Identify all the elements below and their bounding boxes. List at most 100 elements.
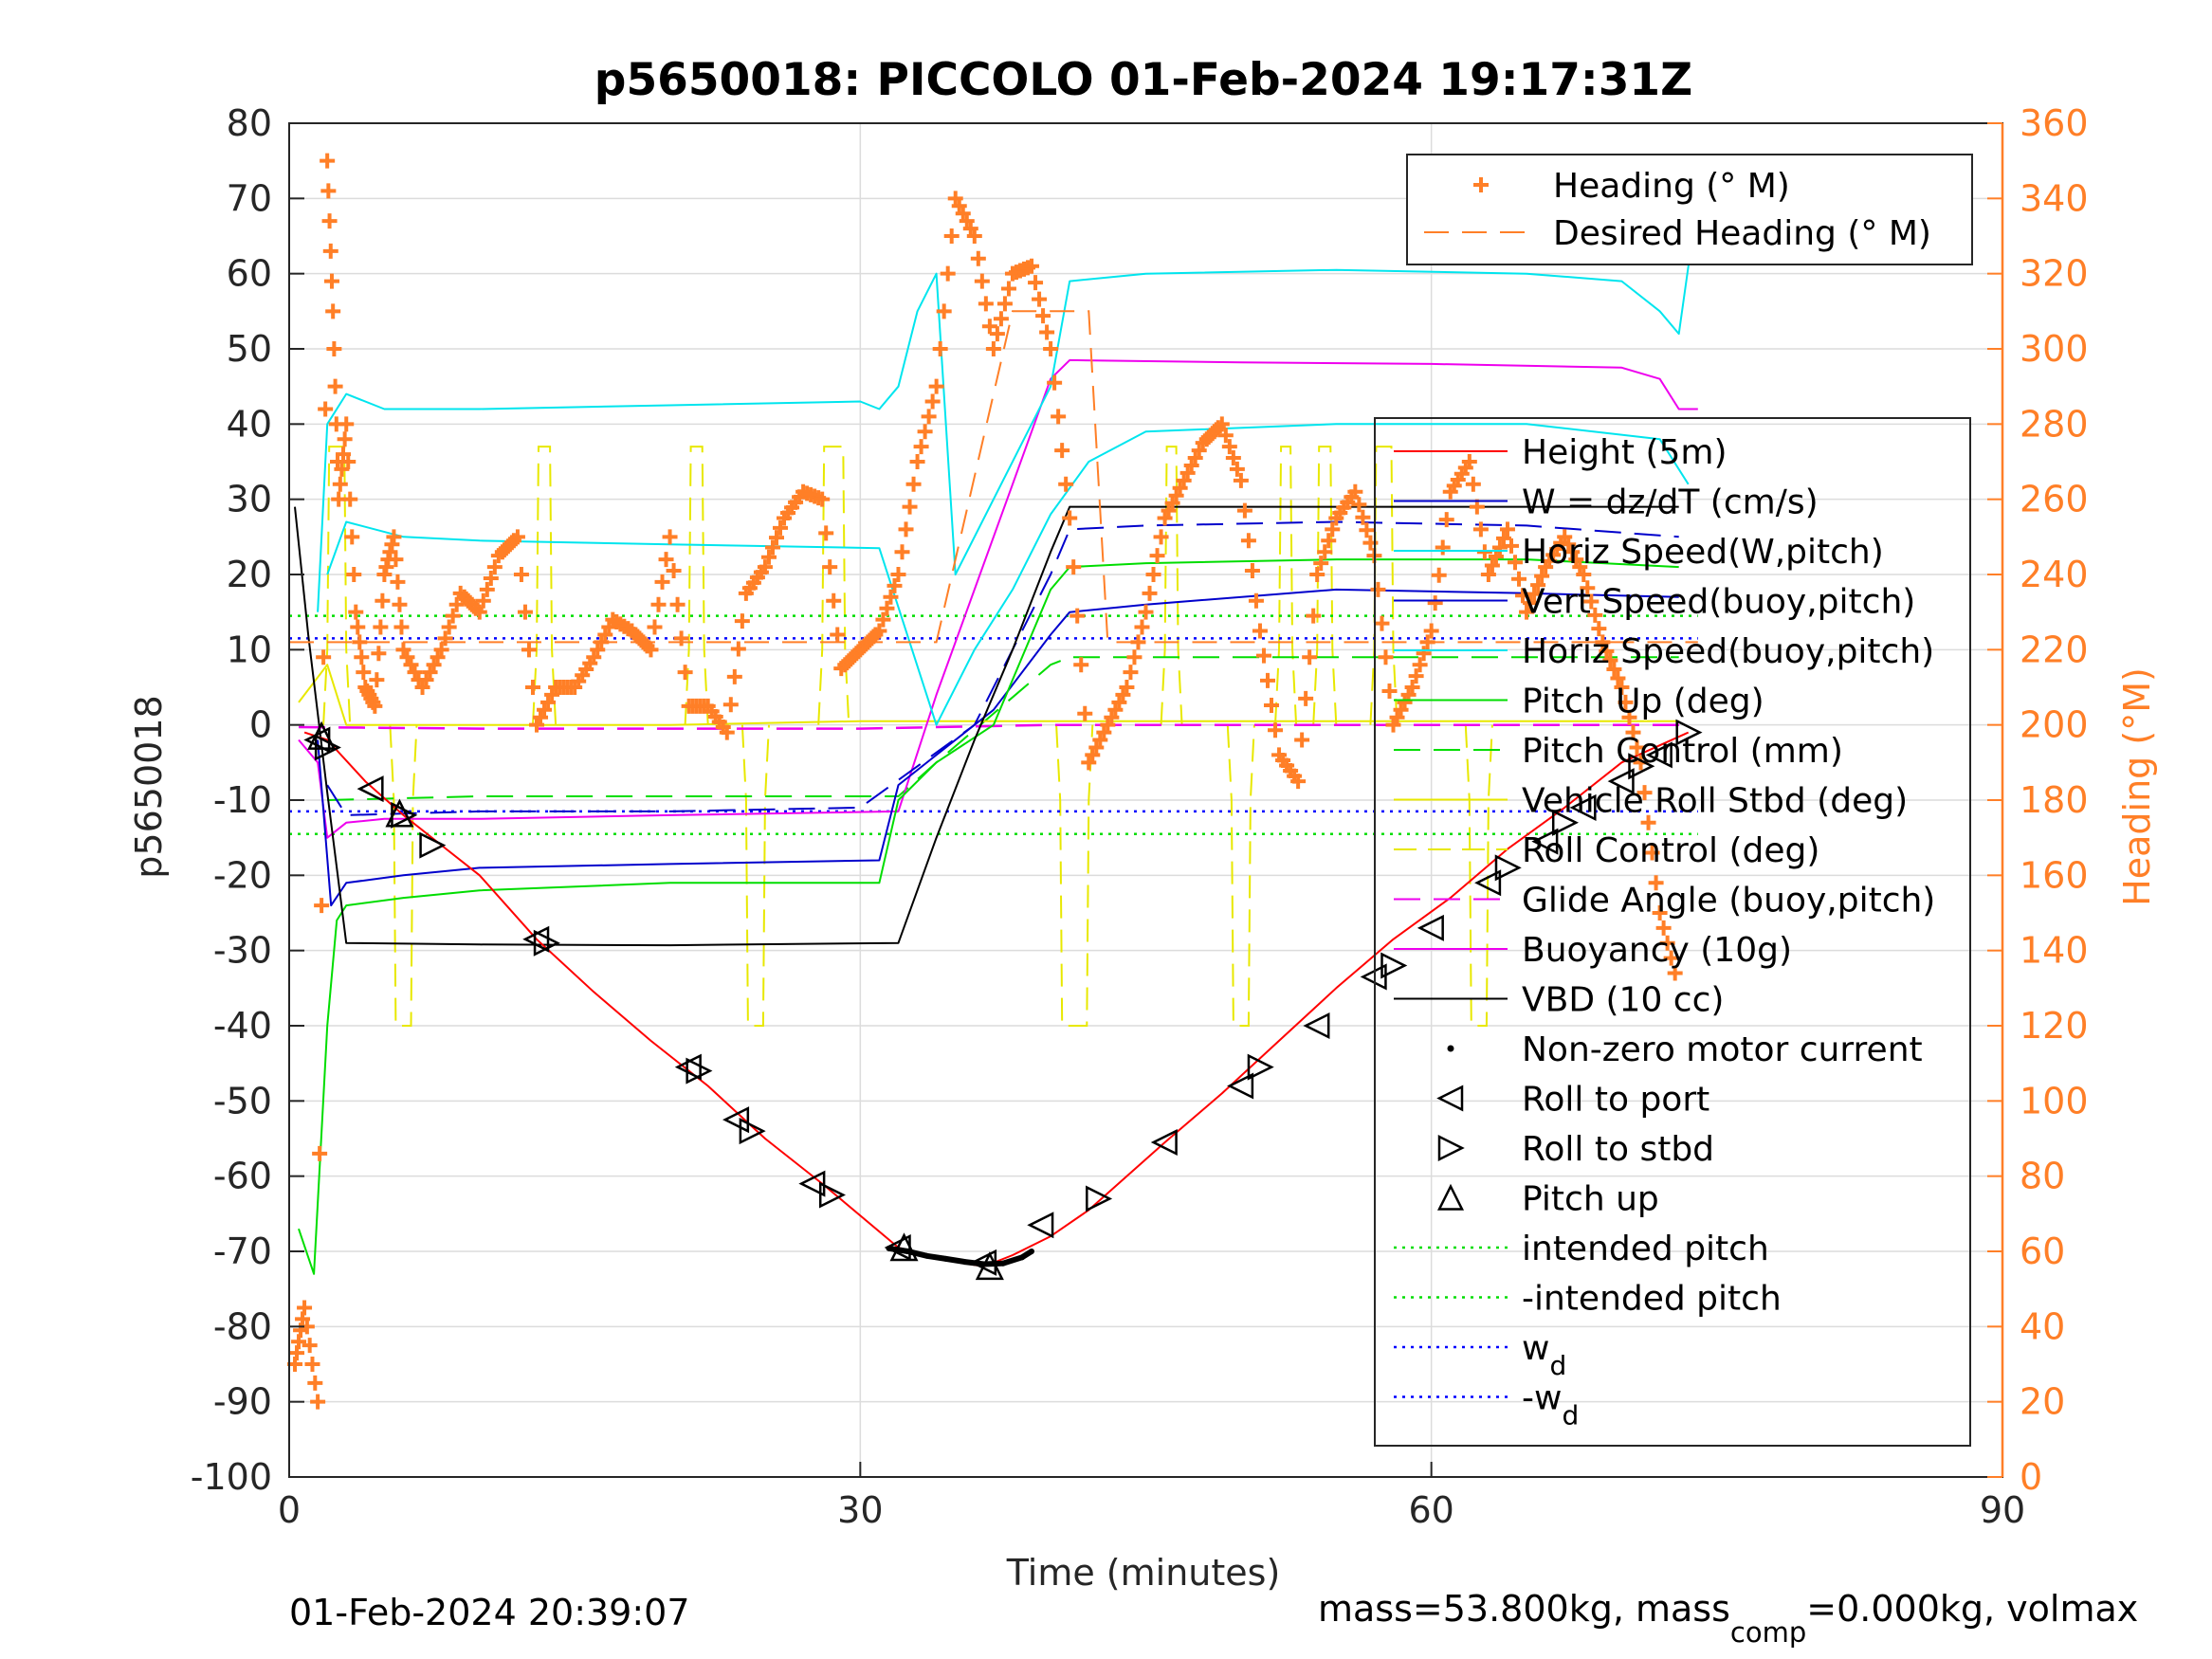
heading-point [1599, 643, 1615, 659]
roll-to-port-marker [1607, 768, 1635, 795]
heading-point [1655, 920, 1672, 936]
heading-point [1495, 530, 1511, 546]
legend-label: Buoyancy (10g) [1522, 931, 1792, 970]
heading-point [371, 646, 387, 662]
legend-label: -wd [1522, 1379, 1579, 1431]
heading-point [1294, 732, 1310, 748]
legend-label-sub: d [1549, 1350, 1566, 1381]
heading-point [1472, 521, 1489, 538]
heading-point [1412, 657, 1428, 673]
heading-point [483, 570, 499, 586]
heading-point [643, 642, 659, 658]
heading-point [1306, 608, 1322, 624]
roll-control-spike-down [389, 724, 418, 1027]
series-w-dz-dt-cm-s [326, 520, 1679, 816]
roll-to-port-marker [722, 1106, 750, 1134]
heading-point [822, 559, 838, 575]
heading-point [818, 525, 834, 541]
y-tick-label-left: -90 [213, 1381, 272, 1423]
roll-to-stbd-marker [1247, 1053, 1274, 1081]
roll-to-stbd-marker [1551, 809, 1580, 836]
heading-point [1640, 814, 1656, 830]
heading-point [291, 1334, 307, 1350]
heading-point [666, 563, 682, 579]
heading-point [1374, 615, 1390, 631]
heading-point [475, 592, 491, 609]
heading-point [970, 250, 986, 266]
heading-point [1591, 621, 1607, 637]
heading-point [390, 574, 406, 590]
y-tick-label-left: 60 [227, 253, 272, 295]
heading-point [1138, 604, 1154, 620]
legend-main: Height (5m) W = dz/dT (cm/s) Horiz Speed(W… [1374, 417, 1971, 1447]
x-tick-label: 30 [837, 1489, 883, 1531]
series-glide-angle-buoy-pitch [298, 723, 1689, 730]
roll-to-stbd-marker [1494, 854, 1522, 882]
series-horiz-speed-buoy-pitch [317, 198, 1699, 612]
legend-label: Roll to port [1522, 1081, 1709, 1120]
legend-label: wd [1522, 1329, 1566, 1381]
legend-label: Glide Angle (buoy,pitch) [1522, 882, 1935, 921]
heading-point [905, 476, 922, 492]
series-pitch-control-mm [327, 656, 1679, 801]
y-tick-label-right: 360 [2020, 102, 2089, 144]
x-axis-label: Time (minutes) [1006, 1552, 1281, 1594]
heading-point [327, 378, 343, 394]
heading-point [1530, 577, 1546, 593]
heading-point [928, 378, 944, 394]
heading-point [1652, 905, 1668, 921]
heading-point [302, 1338, 318, 1354]
heading-point [348, 604, 364, 620]
roll-control-spike-up [1369, 446, 1398, 725]
heading-point [1244, 563, 1260, 579]
heading-point [875, 611, 891, 628]
x-tick-label: 0 [278, 1489, 301, 1531]
y-tick-label-left: 50 [227, 328, 272, 370]
roll-control-spike-up [1312, 446, 1338, 725]
heading-point [1461, 454, 1477, 469]
heading-point [662, 529, 678, 545]
heading-point [479, 581, 495, 597]
legend-top-label: Desired Heading (° M) [1553, 214, 1931, 253]
heading-point [673, 630, 689, 647]
series-pitch-up-deg [298, 558, 1679, 1275]
heading-point [1130, 634, 1146, 650]
heading-point [1252, 623, 1268, 639]
pitch-up-marker [889, 1232, 919, 1262]
heading-point [342, 491, 358, 507]
y-tick-label-right: 100 [2020, 1080, 2089, 1121]
heading-point [1508, 555, 1524, 571]
heading-point [1043, 341, 1059, 356]
heading-point [669, 596, 686, 612]
heading-point [310, 1394, 326, 1410]
heading-point [871, 623, 887, 639]
axes-ticks: 0 30 60 9080706050403020100-10-20-30-40-50-… [191, 102, 2089, 1531]
y-tick-label-left: 20 [227, 554, 272, 595]
y-tick-label-right: 80 [2020, 1156, 2065, 1197]
heading-point [1438, 512, 1454, 528]
heading-point [1606, 661, 1622, 677]
heading-point [1355, 509, 1371, 525]
roll-to-port-marker [356, 775, 384, 803]
heading-point [1325, 521, 1341, 538]
heading-point [393, 619, 410, 635]
heading-point [517, 604, 533, 620]
heading-point [1351, 497, 1367, 513]
heading-point [1614, 680, 1630, 695]
legend-label: W = dz/dT (cm/s) [1522, 483, 1819, 522]
heading-point [1028, 275, 1044, 291]
heading-point [1054, 443, 1070, 459]
heading-point [726, 668, 742, 684]
heading-point [352, 634, 368, 650]
series-horiz-speed-w-pitch [326, 423, 1690, 726]
heading-point [826, 592, 842, 609]
heading-point [1047, 374, 1063, 391]
y-tick-label-right: 180 [2020, 779, 2089, 821]
y-tick-label-left: 70 [227, 177, 272, 219]
heading-point [441, 619, 457, 635]
y-tick-label-left: -50 [213, 1080, 272, 1121]
heading-point [1039, 324, 1055, 340]
y-tick-label-right: 320 [2020, 253, 2089, 295]
y-tick-label-right: 20 [2020, 1381, 2065, 1423]
heading-point [1435, 539, 1451, 556]
